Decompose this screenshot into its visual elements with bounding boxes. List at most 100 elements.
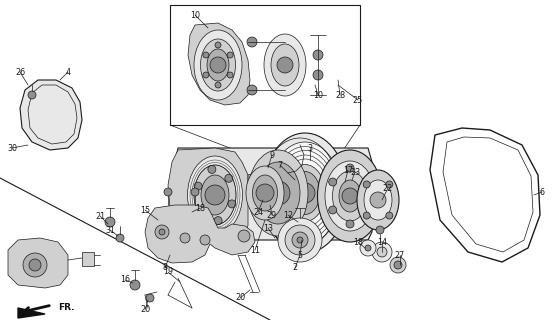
- Text: 10: 10: [313, 91, 323, 100]
- Text: 24: 24: [253, 207, 263, 217]
- Text: 18: 18: [353, 237, 363, 246]
- Text: 9: 9: [269, 150, 274, 159]
- Polygon shape: [8, 238, 68, 288]
- Polygon shape: [145, 205, 255, 263]
- Circle shape: [386, 212, 393, 219]
- Polygon shape: [20, 80, 82, 150]
- Circle shape: [360, 240, 376, 256]
- Circle shape: [155, 225, 169, 239]
- Text: 2: 2: [293, 263, 298, 273]
- Ellipse shape: [246, 166, 284, 220]
- Circle shape: [194, 182, 202, 190]
- Circle shape: [292, 232, 308, 248]
- Polygon shape: [188, 23, 250, 105]
- Text: 5: 5: [298, 251, 302, 260]
- Circle shape: [205, 185, 225, 205]
- Circle shape: [203, 52, 209, 58]
- Ellipse shape: [264, 34, 306, 96]
- Bar: [82, 252, 94, 266]
- Ellipse shape: [357, 170, 399, 230]
- Text: 23: 23: [350, 167, 360, 177]
- Text: 20: 20: [235, 293, 245, 302]
- Circle shape: [247, 37, 257, 47]
- Ellipse shape: [248, 150, 308, 236]
- Circle shape: [197, 208, 205, 216]
- Circle shape: [210, 57, 226, 73]
- Circle shape: [214, 217, 222, 225]
- Circle shape: [281, 153, 291, 163]
- Circle shape: [363, 178, 371, 186]
- Text: 4: 4: [65, 68, 70, 76]
- Text: 17: 17: [343, 165, 353, 174]
- Ellipse shape: [269, 142, 341, 244]
- Circle shape: [295, 183, 315, 203]
- Circle shape: [256, 184, 274, 202]
- Text: 6: 6: [540, 188, 545, 196]
- Text: 21: 21: [95, 212, 105, 220]
- Ellipse shape: [194, 30, 242, 100]
- Circle shape: [363, 181, 370, 188]
- Circle shape: [215, 42, 221, 48]
- Ellipse shape: [325, 161, 375, 231]
- Text: FR.: FR.: [58, 303, 75, 313]
- Circle shape: [342, 188, 358, 204]
- Circle shape: [346, 164, 354, 172]
- Circle shape: [372, 242, 392, 262]
- Ellipse shape: [194, 165, 236, 225]
- Text: 30: 30: [7, 143, 17, 153]
- Circle shape: [365, 245, 371, 251]
- Text: 26: 26: [15, 68, 25, 76]
- Text: 19: 19: [163, 268, 173, 276]
- Ellipse shape: [332, 171, 368, 221]
- Circle shape: [105, 217, 115, 227]
- Ellipse shape: [187, 156, 243, 234]
- Ellipse shape: [364, 180, 392, 220]
- Text: 11: 11: [250, 245, 260, 254]
- Circle shape: [28, 91, 36, 99]
- Text: 31: 31: [105, 226, 115, 235]
- Circle shape: [394, 261, 402, 269]
- Ellipse shape: [207, 49, 229, 81]
- Text: 28: 28: [335, 91, 345, 100]
- Circle shape: [266, 181, 290, 205]
- Circle shape: [29, 259, 41, 271]
- Polygon shape: [18, 308, 45, 318]
- Ellipse shape: [339, 180, 361, 212]
- Circle shape: [130, 280, 140, 290]
- Ellipse shape: [201, 175, 229, 215]
- Text: 14: 14: [377, 237, 387, 246]
- Text: 27: 27: [395, 251, 405, 260]
- Ellipse shape: [201, 39, 236, 91]
- Text: 13: 13: [263, 223, 273, 233]
- Polygon shape: [168, 148, 248, 238]
- Circle shape: [180, 233, 190, 243]
- Circle shape: [278, 218, 322, 262]
- Circle shape: [23, 253, 47, 277]
- Circle shape: [164, 188, 172, 196]
- Circle shape: [370, 192, 386, 208]
- Circle shape: [285, 225, 315, 255]
- Text: 8: 8: [163, 263, 168, 273]
- Circle shape: [200, 235, 210, 245]
- Circle shape: [146, 294, 154, 302]
- Ellipse shape: [290, 172, 320, 214]
- Circle shape: [116, 234, 124, 242]
- Circle shape: [238, 230, 250, 242]
- Circle shape: [225, 174, 233, 182]
- Circle shape: [228, 200, 236, 208]
- Circle shape: [277, 57, 293, 73]
- Circle shape: [328, 178, 337, 186]
- Text: 12: 12: [283, 211, 293, 220]
- Circle shape: [363, 206, 371, 214]
- Ellipse shape: [256, 162, 300, 224]
- Circle shape: [313, 70, 323, 80]
- Text: 22: 22: [383, 183, 393, 193]
- Circle shape: [390, 257, 406, 273]
- Circle shape: [247, 85, 257, 95]
- Ellipse shape: [271, 44, 299, 86]
- Text: 15: 15: [140, 205, 150, 214]
- Circle shape: [377, 247, 387, 257]
- Text: 29: 29: [267, 211, 277, 220]
- Text: 20: 20: [140, 306, 150, 315]
- Circle shape: [313, 50, 323, 60]
